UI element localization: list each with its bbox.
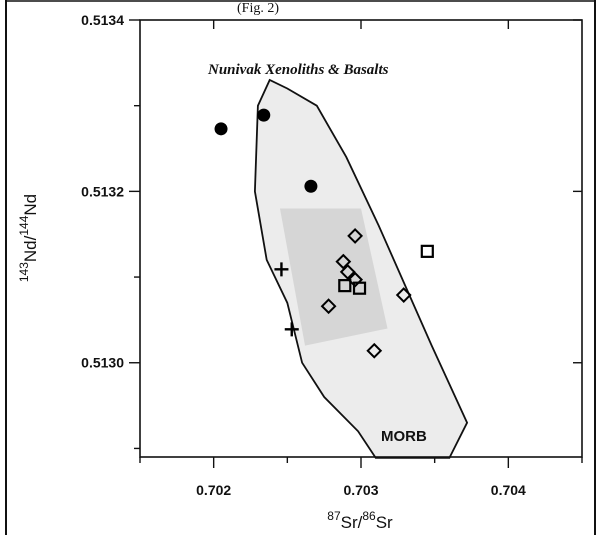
- y-axis-title: 143Nd/144Nd: [17, 194, 40, 282]
- axis-ticks: [129, 19, 583, 468]
- point-open-diamond: [339, 264, 356, 280]
- morb-label: MORB: [381, 428, 427, 445]
- point-open-diamond: [335, 253, 352, 270]
- y-tick-label: 0.5132: [81, 183, 124, 199]
- y-axis-title-sup2: 144: [17, 215, 31, 235]
- point-filled-circle: [257, 108, 271, 122]
- point-open-diamond: [347, 228, 364, 244]
- y-axis-title-sup1: 143: [17, 262, 31, 282]
- x-tick-label: 0.704: [491, 482, 526, 498]
- y-tick-label: 0.5134: [81, 12, 124, 28]
- tick-labels: 0.702 0.703 0.704 0.5130 0.5132 0.5134: [81, 12, 526, 498]
- x-axis-title-sup2: 86: [362, 509, 376, 523]
- x-axis-title-base1: Sr/: [341, 513, 363, 532]
- y-tick-label: 0.5130: [81, 355, 124, 371]
- point-filled-circle: [304, 179, 318, 193]
- morb-fill-group: [254, 80, 468, 458]
- x-tick-label: 0.702: [196, 482, 231, 498]
- morb-region-outline: [253, 78, 469, 459]
- point-open-diamond: [395, 287, 412, 303]
- x-axis-title-base2: Sr: [376, 513, 393, 532]
- point-open-square: [338, 279, 352, 293]
- x-axis-title-sup1: 87: [327, 509, 341, 523]
- point-open-diamond: [320, 298, 337, 315]
- x-axis-title: 87Sr/86Sr: [327, 509, 393, 532]
- figure-caption: (Fig. 2): [237, 1, 279, 16]
- morb-dense-shading: [279, 208, 388, 346]
- point-plus: [284, 322, 299, 337]
- y-axis-title-base2: Nd: [21, 194, 40, 216]
- point-plus: [274, 262, 289, 277]
- data-points: [214, 108, 434, 359]
- x-tick-label: 0.703: [343, 482, 378, 498]
- point-open-diamond: [366, 342, 383, 359]
- point-open-square: [420, 244, 434, 258]
- chart-title: Nunivak Xenoliths & Basalts: [207, 62, 389, 78]
- point-open-square: [352, 281, 367, 295]
- y-axis-title-base1: Nd/: [21, 235, 40, 262]
- point-filled-circle: [214, 122, 228, 136]
